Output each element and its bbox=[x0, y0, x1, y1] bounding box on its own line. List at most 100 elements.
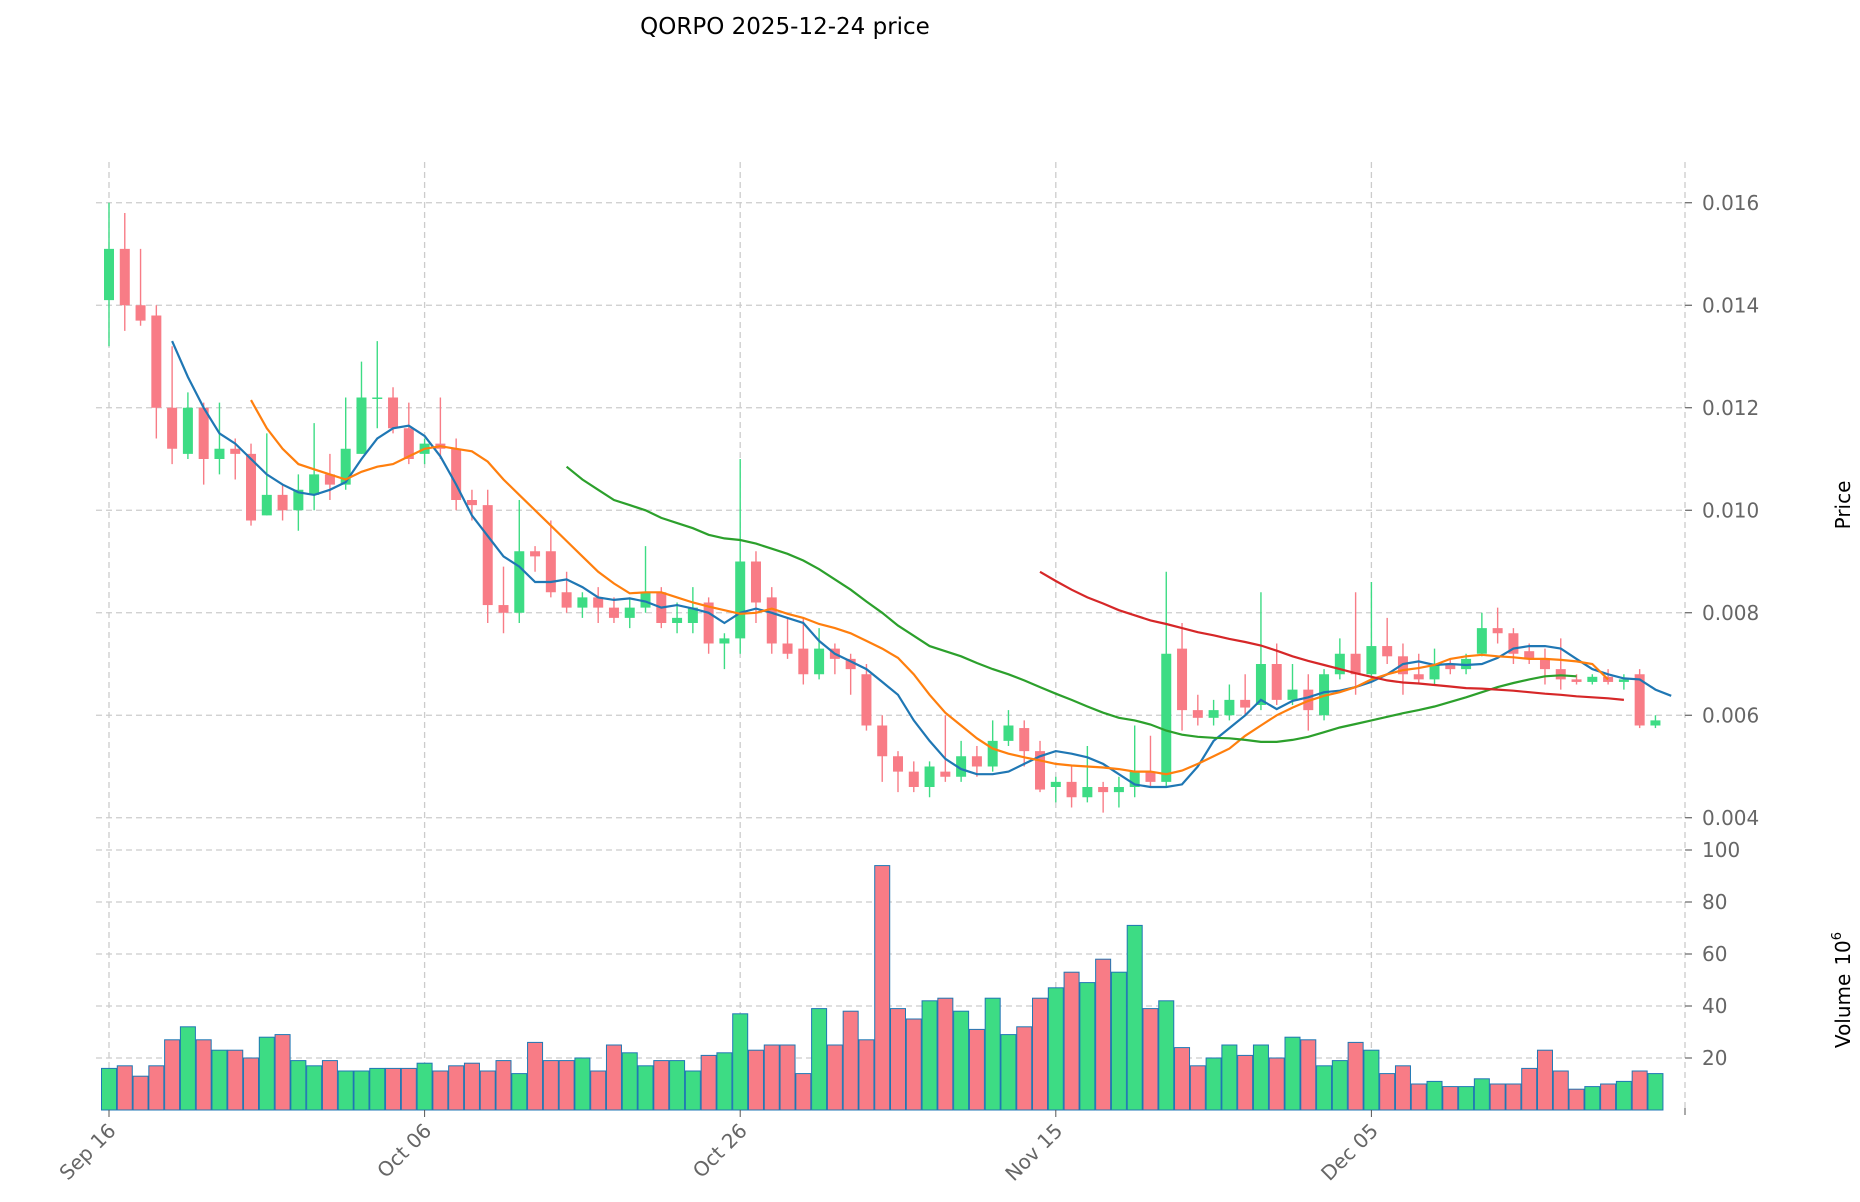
volume-bar bbox=[1252, 1044, 1269, 1111]
volume-bar bbox=[1473, 1078, 1490, 1111]
volume-bar bbox=[669, 1060, 686, 1111]
volume-bar bbox=[1095, 958, 1112, 1111]
volume-bar bbox=[1347, 1041, 1364, 1111]
volume-bar bbox=[1284, 1036, 1301, 1111]
volume-bar bbox=[1458, 1086, 1475, 1111]
date-tick-label: Oct 06 bbox=[372, 1119, 436, 1183]
candle-body bbox=[1129, 771, 1140, 787]
volume-bar bbox=[1442, 1086, 1459, 1111]
price-tick-label: 0.006 bbox=[1702, 703, 1759, 727]
volume-bar bbox=[179, 1026, 196, 1111]
volume-bar bbox=[779, 1044, 796, 1111]
candle-body bbox=[1476, 628, 1487, 654]
candle-body bbox=[167, 407, 178, 449]
volume-bar bbox=[1189, 1065, 1206, 1111]
volume-bar bbox=[1552, 1070, 1569, 1111]
volume-bar bbox=[1568, 1088, 1585, 1111]
chart-title: QORPO 2025-12-24 price bbox=[640, 14, 930, 40]
volume-bar bbox=[274, 1034, 291, 1111]
candle-body bbox=[877, 725, 888, 757]
candle-body bbox=[1366, 646, 1377, 675]
candle-body bbox=[987, 740, 998, 767]
candle-body bbox=[1508, 633, 1519, 654]
candle-body bbox=[340, 448, 351, 485]
candle-body bbox=[104, 248, 114, 301]
candle-body bbox=[451, 448, 462, 500]
moving-average-lines bbox=[171, 340, 1672, 789]
candle-body bbox=[814, 648, 825, 675]
candle-body bbox=[971, 756, 982, 767]
candle-body bbox=[198, 407, 209, 459]
volume-bar bbox=[558, 1060, 575, 1111]
candle-body bbox=[735, 561, 746, 639]
candle-body bbox=[1177, 648, 1188, 711]
volume-bar bbox=[621, 1052, 638, 1111]
price-tick-label: 0.016 bbox=[1702, 191, 1759, 215]
candle-body bbox=[261, 494, 272, 516]
volume-bar bbox=[700, 1054, 717, 1111]
volume-bar bbox=[795, 1073, 812, 1111]
candle-body bbox=[151, 315, 162, 408]
candle-body bbox=[1524, 651, 1535, 659]
volume-bar bbox=[1363, 1049, 1380, 1111]
volume-bar bbox=[148, 1065, 165, 1111]
candle-body bbox=[703, 602, 714, 644]
volume-bar bbox=[542, 1060, 559, 1111]
candle-body bbox=[1650, 720, 1661, 726]
candle-body bbox=[1287, 689, 1298, 700]
moving-average-line bbox=[171, 340, 1672, 789]
grid-lines bbox=[96, 162, 1695, 1110]
volume-bar bbox=[1316, 1065, 1333, 1111]
volume-bar bbox=[1300, 1039, 1317, 1111]
candle-body bbox=[1240, 699, 1251, 708]
candle-body bbox=[940, 771, 951, 777]
candle-body bbox=[1539, 658, 1550, 670]
candle-body bbox=[608, 607, 619, 618]
volume-bar bbox=[1426, 1080, 1443, 1111]
volume-bar bbox=[416, 1062, 433, 1111]
candle-body bbox=[1271, 664, 1282, 700]
volume-bar bbox=[527, 1041, 544, 1111]
candle-body bbox=[1413, 674, 1424, 680]
date-tick-label: Dec 05 bbox=[1316, 1119, 1383, 1186]
candle-body bbox=[293, 489, 304, 511]
candle-body bbox=[1571, 679, 1582, 682]
volume-bar bbox=[432, 1070, 449, 1111]
volume-bar bbox=[511, 1073, 528, 1111]
candle-body bbox=[1066, 781, 1077, 798]
candle-body bbox=[324, 474, 335, 485]
volume-bar bbox=[306, 1065, 323, 1111]
candle-body bbox=[1050, 781, 1061, 787]
candle-body bbox=[640, 592, 651, 608]
moving-average-line bbox=[250, 399, 1609, 776]
volume-bar bbox=[1600, 1083, 1617, 1111]
candle-body bbox=[466, 500, 477, 506]
candle-body bbox=[1492, 628, 1503, 634]
volume-tick-label: 80 bbox=[1702, 890, 1727, 914]
candle-body bbox=[514, 551, 525, 613]
candle-body bbox=[388, 397, 399, 429]
candle-body bbox=[577, 597, 588, 608]
price-tick-label: 0.008 bbox=[1702, 601, 1759, 625]
volume-tick-label: 20 bbox=[1702, 1046, 1727, 1070]
volume-bar bbox=[1521, 1067, 1538, 1111]
candle-body bbox=[1019, 728, 1030, 752]
volume-bar bbox=[574, 1057, 591, 1111]
candle-body bbox=[672, 617, 683, 623]
price-tick-label: 0.014 bbox=[1702, 293, 1759, 317]
volume-bar bbox=[1584, 1086, 1601, 1111]
candle-body bbox=[861, 674, 872, 726]
volume-bar bbox=[1489, 1083, 1506, 1111]
volume-bar bbox=[479, 1070, 496, 1111]
volume-bars bbox=[101, 865, 1664, 1111]
volume-bar bbox=[1142, 1008, 1159, 1111]
volume-bar bbox=[1379, 1073, 1396, 1111]
moving-average-line bbox=[1039, 570, 1625, 701]
candle-body bbox=[1003, 725, 1014, 741]
volume-bar bbox=[353, 1070, 370, 1111]
price-tick-label: 0.012 bbox=[1702, 396, 1759, 420]
candle-body bbox=[230, 448, 241, 454]
candle-body bbox=[182, 407, 193, 454]
volume-bar bbox=[1505, 1083, 1522, 1111]
